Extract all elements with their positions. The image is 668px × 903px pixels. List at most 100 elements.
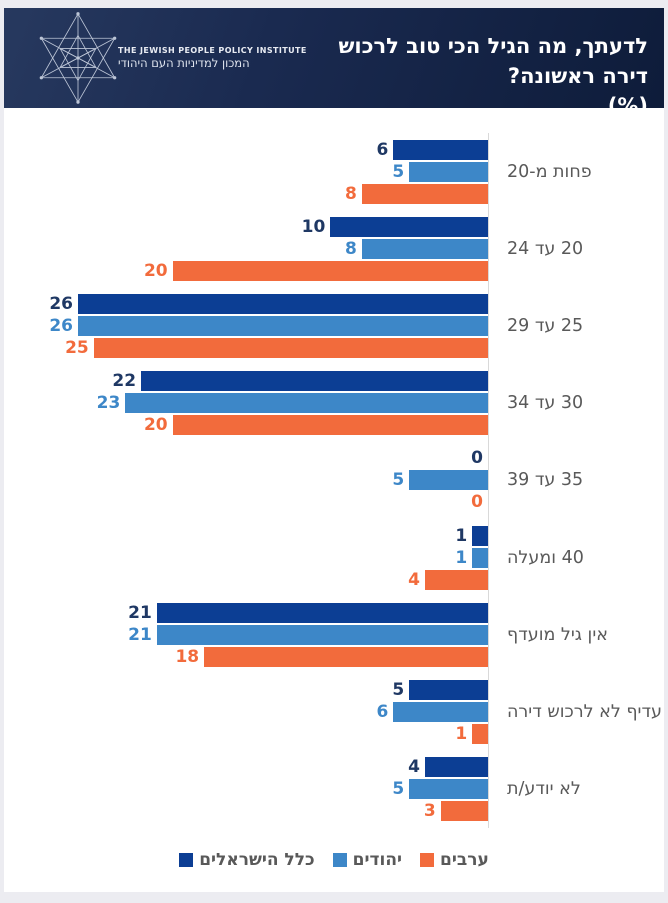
chart-row: 0 5 0 35 עד 39 (4, 441, 664, 519)
value-label: 21 (128, 602, 152, 623)
header: The Jewish People Policy Institute המכון… (4, 8, 664, 118)
bar-line: 26 (4, 315, 488, 336)
value-label: 0 (471, 492, 483, 513)
bar (77, 315, 488, 336)
chart-card: The Jewish People Policy Institute המכון… (4, 8, 664, 892)
bar-line: 3 (4, 801, 488, 822)
bar (156, 624, 488, 645)
legend-label: ערבים (440, 849, 489, 870)
star-of-david-icon (39, 12, 117, 104)
value-label: 4 (408, 569, 420, 590)
legend-swatch-icon (179, 852, 194, 867)
bar-group: 26 26 25 (4, 287, 489, 365)
value-label: 6 (376, 701, 389, 722)
value-label: 1 (455, 525, 468, 546)
value-label: 8 (345, 183, 357, 204)
bar-line: 5 (4, 470, 488, 491)
chart-row: 26 26 25 25 עד 29 (4, 287, 664, 365)
bar (409, 470, 488, 491)
bar-line: 1 (4, 723, 488, 744)
bar-line: 5 (4, 679, 488, 700)
value-label: 20 (143, 260, 168, 281)
bar-line: 23 (4, 393, 488, 414)
value-label: 26 (49, 315, 73, 336)
bar (77, 293, 488, 314)
legend-item: כלל הישראלים (179, 850, 315, 870)
category-label: 35 עד 39 (507, 470, 584, 491)
bar (141, 371, 488, 392)
value-label: 1 (455, 547, 468, 568)
category-label: עדיף לא לרכוש דירה (507, 701, 662, 722)
bar (172, 260, 488, 281)
value-label: 22 (112, 371, 137, 392)
value-label: 20 (143, 415, 168, 436)
legend-item: יהודים (332, 850, 402, 870)
category-label: 40 ומעלה (507, 547, 584, 568)
bar (393, 139, 488, 160)
value-label: 18 (175, 646, 200, 667)
bar-line: 20 (4, 415, 488, 436)
value-label: 6 (376, 139, 389, 160)
category-label: 25 עד 29 (507, 315, 584, 336)
bar-line: 25 (4, 337, 488, 358)
chart-row: 5 6 1 עדיף לא לרכוש דירה (4, 673, 664, 751)
bar-line: 0 (4, 448, 488, 468)
bar-line: 21 (4, 602, 488, 623)
bar-line: 22 (4, 371, 488, 392)
bar-line: 5 (4, 161, 488, 182)
bar-line: 26 (4, 293, 488, 314)
category-label: לא יודע/ת (507, 779, 581, 800)
bar (330, 216, 488, 237)
bar-group: 21 21 18 (4, 596, 489, 674)
bar-chart: 6 5 8 פחות מ-20 10 8 20 20 עד 24 26 26 25 25 עד 29 2… (4, 133, 664, 828)
chart-row: 22 23 20 30 עד 34 (4, 364, 664, 442)
bar-group: 22 23 20 (4, 364, 489, 442)
logo-name-english: The Jewish People Policy Institute (118, 45, 307, 55)
value-label: 25 (65, 337, 89, 358)
bar (125, 393, 488, 414)
bar-line: 8 (4, 238, 488, 259)
value-label: 5 (392, 470, 405, 491)
bar (409, 679, 488, 700)
bar-line: 4 (4, 757, 488, 778)
value-label: 4 (408, 757, 420, 778)
bar-line: 4 (4, 569, 488, 590)
bar-line: 21 (4, 624, 488, 645)
bar-line: 6 (4, 701, 488, 722)
value-label: 3 (423, 801, 436, 822)
legend-item: ערבים (420, 850, 489, 870)
bar (409, 779, 488, 800)
value-label: 0 (471, 448, 483, 469)
value-label: 5 (392, 679, 405, 700)
value-label: 5 (392, 161, 405, 182)
category-label: פחות מ-20 (507, 161, 592, 182)
bar-line: 20 (4, 260, 488, 281)
bar (156, 602, 488, 623)
category-label: 20 עד 24 (507, 238, 584, 259)
chart-row: 10 8 20 20 עד 24 (4, 210, 664, 288)
value-label: 26 (49, 293, 73, 314)
bar-line: 8 (4, 183, 488, 204)
bar-line: 5 (4, 779, 488, 800)
bar-group: 0 5 0 (4, 441, 489, 519)
bar-line: 1 (4, 547, 488, 568)
value-label: 8 (345, 238, 357, 259)
bar (172, 415, 488, 436)
bar (361, 238, 488, 259)
value-label: 1 (455, 723, 468, 744)
bar (204, 646, 488, 667)
value-label: 23 (96, 393, 121, 414)
bar-line: 10 (4, 216, 488, 237)
legend-swatch-icon (332, 852, 347, 867)
chart-title-line2: (%) (607, 94, 648, 118)
bar (472, 525, 488, 546)
chart-title: לדעתך, מה הגיל הכי טוב לרכוש דירה ראשונה… (284, 8, 664, 118)
category-label: 30 עד 34 (507, 393, 584, 414)
jppi-logo: The Jewish People Policy Institute המכון… (4, 8, 306, 108)
bar-line: 18 (4, 646, 488, 667)
bar (472, 547, 488, 568)
value-label: 5 (392, 779, 405, 800)
